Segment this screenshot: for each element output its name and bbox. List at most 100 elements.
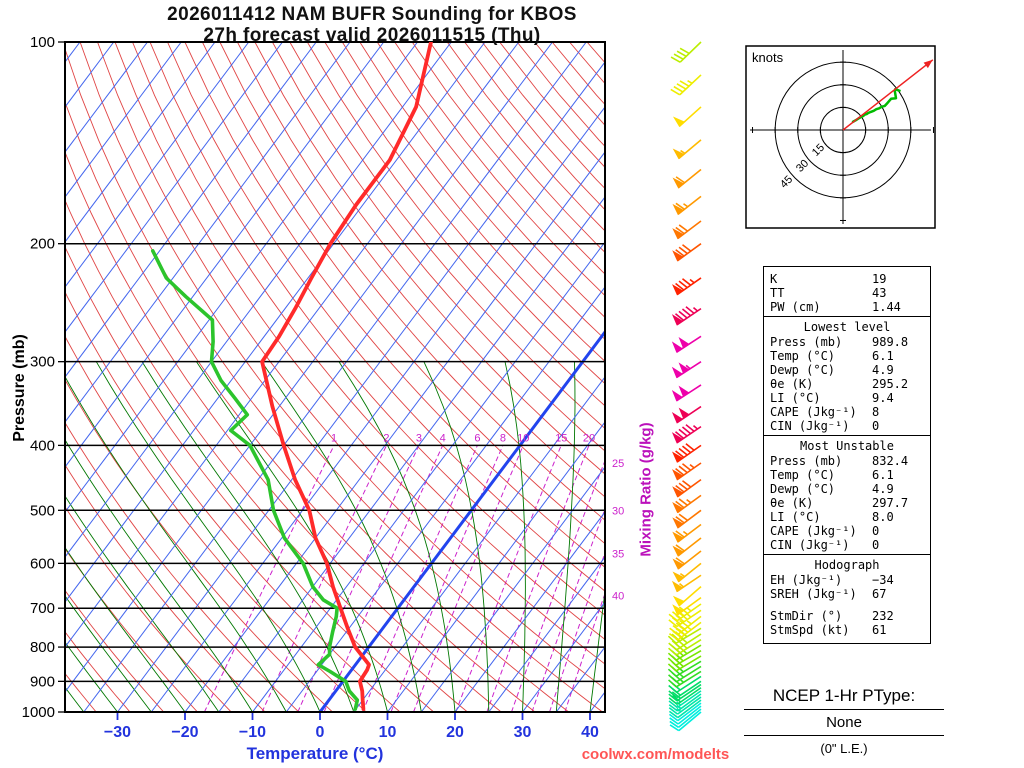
wind-barb (672, 523, 702, 543)
temperature-trace (260, 42, 433, 711)
stat-row: PW (cm) 1.44 (770, 300, 924, 314)
dry-adiabat (237, 42, 605, 498)
ptype-note: (0" L.E.) (820, 741, 868, 756)
ptype-panel: NCEP 1-Hr PType: None (0" L.E.) (744, 686, 944, 756)
stat-value: 6.1 (872, 349, 894, 363)
isotherm (65, 42, 317, 378)
moist-adiabat (504, 361, 526, 712)
wind-barb (668, 702, 702, 722)
stat-row: CAPE (Jkg⁻¹) 0 (770, 524, 924, 538)
stat-value: 1.44 (872, 300, 901, 314)
stat-value (872, 601, 924, 609)
isotherm (65, 42, 283, 333)
stat-row: CIN (Jkg⁻¹) 0 (770, 538, 924, 552)
stat-label: θe (K) (770, 496, 814, 510)
stat-value: 232 (872, 609, 894, 623)
wind-barb (672, 462, 702, 481)
moist-adiabat (95, 361, 321, 712)
stat-value: 19 (872, 272, 887, 286)
stat-value: 9.4 (872, 391, 894, 405)
stat-label (770, 601, 872, 609)
dry-adiabat (65, 245, 434, 712)
stat-value: 4.9 (872, 482, 894, 496)
stat-label: PW (cm) (770, 300, 821, 314)
pressure-tick-label: 400 (30, 437, 55, 454)
dry-adiabat (289, 42, 605, 430)
wind-barb (669, 615, 702, 635)
wind-barb (668, 687, 702, 706)
stat-row: Temp (°C) 6.1 (770, 349, 924, 363)
stat-label: Press (mb) (770, 454, 843, 468)
wind-barb (669, 711, 702, 732)
wind-barb (672, 586, 702, 607)
wind-barb (672, 243, 702, 262)
moist-adiabat (589, 587, 605, 712)
wind-barb (670, 74, 702, 96)
stat-row: Press (mb) 832.4 (770, 454, 924, 468)
dry-adiabat (65, 378, 333, 712)
dry-adiabat (65, 100, 536, 712)
dry-adiabat (324, 42, 605, 385)
stat-row: Temp (°C) 6.1 (770, 468, 924, 482)
stat-value: 6.1 (872, 468, 894, 482)
pressure-grid (64, 41, 606, 713)
stats-section-header: Lowest level (803, 320, 891, 334)
stat-value: 8 (872, 405, 880, 419)
stat-label: CIN (Jkg⁻¹) (770, 538, 850, 552)
isotherm (65, 42, 216, 243)
moist-adiabat (555, 361, 576, 712)
wind-barb (671, 574, 702, 593)
chart-title: 2026011412 NAM BUFR Sounding for KBOS (167, 4, 577, 25)
stat-row: SREH (Jkg⁻¹) 67 (770, 587, 924, 601)
temp-tick-label: 10 (379, 724, 397, 741)
moist-adiabat (65, 546, 186, 712)
isotherm (65, 42, 385, 468)
stat-value: 0 (872, 538, 880, 552)
moist-adiabat (423, 361, 490, 712)
mixing-ratio-label: 25 (612, 458, 624, 470)
isotherm (488, 556, 605, 712)
stat-value: 989.8 (872, 335, 909, 349)
stat-row: θe (K) 297.7 (770, 496, 924, 510)
wind-barb (669, 708, 702, 728)
stats-divider (764, 554, 930, 555)
pressure-tick-label: 300 (30, 354, 55, 371)
dry-adiabat (359, 42, 605, 340)
pressure-tick-label: 100 (30, 34, 55, 51)
mixing-ratio-label: 20 (583, 432, 595, 444)
wind-barb (672, 537, 702, 557)
mixing-ratio-label: 4 (440, 432, 446, 444)
stat-row: Press (mb) 989.8 (770, 335, 924, 349)
dry-adiabat (65, 631, 131, 712)
stat-label: SREH (Jkg⁻¹) (770, 587, 857, 601)
wind-barb (672, 494, 702, 514)
stat-value: 43 (872, 286, 887, 300)
temp-tick-label: −20 (171, 724, 198, 741)
wind-barb (672, 562, 702, 583)
wind-barb (669, 705, 702, 725)
isotherm (387, 421, 605, 712)
mixing-ratio-label: 10 (517, 432, 529, 444)
wind-barb (671, 384, 702, 402)
wind-barb (671, 405, 702, 424)
wind-barb (670, 41, 702, 63)
stats-divider (764, 435, 930, 436)
ptype-title: NCEP 1-Hr PType: (744, 686, 944, 710)
stat-value: 0 (872, 419, 880, 433)
wind-barb (671, 361, 702, 379)
mixing-ratio-axis-label: Mixing Ratio (g/kg) (637, 422, 655, 557)
dry-adiabat (97, 42, 605, 690)
pressure-tick-label: 700 (30, 600, 55, 617)
dewpoint-trace (151, 249, 360, 711)
moist-adiabat (65, 595, 152, 712)
mixing-ratio-label: 6 (474, 432, 480, 444)
stat-row: LI (°C) 9.4 (770, 391, 924, 405)
mixing-ratio-label: 1 (331, 432, 337, 444)
stat-label: θe (K) (770, 377, 814, 391)
wind-barb (672, 139, 702, 160)
wind-barb (671, 335, 702, 353)
pressure-tick-label: 800 (30, 639, 55, 656)
temperature-dewpoint-profiles (151, 42, 433, 711)
